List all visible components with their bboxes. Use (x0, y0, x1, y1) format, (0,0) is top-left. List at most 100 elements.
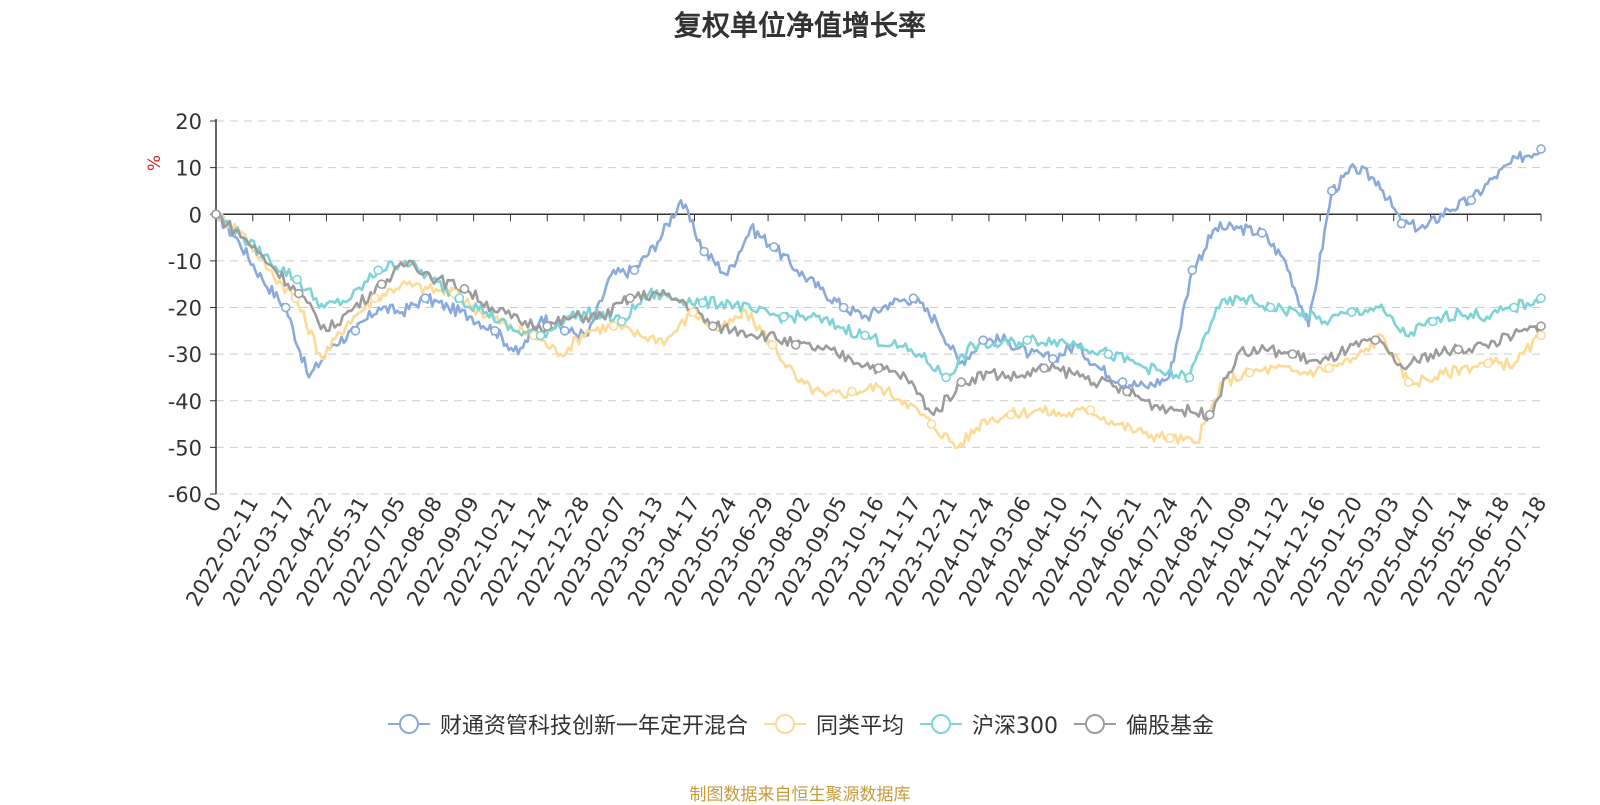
data-point (370, 293, 380, 303)
legend-swatch-fund-icon (387, 714, 430, 734)
data-point (1466, 195, 1477, 206)
data-point (459, 284, 470, 294)
data-point (1048, 353, 1058, 364)
data-point (1022, 335, 1033, 345)
data-point (790, 339, 801, 350)
data-point (1536, 293, 1546, 303)
data-point (376, 279, 387, 289)
data-point (688, 307, 698, 317)
grid-lines (216, 120, 1541, 495)
data-point (1453, 344, 1463, 355)
legend-label-csi300: 沪深300 (972, 714, 1058, 739)
data-point (847, 386, 857, 397)
data-point (1265, 302, 1276, 313)
data-point (1324, 363, 1334, 373)
series-lines (214, 148, 1543, 450)
data-point (708, 321, 718, 331)
data-point (292, 274, 302, 285)
x-tick-label: 0 (199, 493, 226, 517)
legend-swatch-peer-average-icon (763, 714, 806, 734)
data-point (559, 326, 570, 336)
series-line (214, 212, 1542, 450)
data-point (420, 293, 431, 303)
data-point (616, 316, 627, 327)
data-point (373, 265, 384, 276)
data-point (1536, 144, 1546, 154)
data-point (1536, 330, 1546, 341)
data-point (1396, 218, 1407, 229)
data-point (1117, 377, 1128, 387)
data-point (926, 419, 937, 429)
data-point (542, 321, 553, 331)
y-tick-label: -40 (168, 390, 202, 414)
data-point (838, 302, 849, 313)
data-point (608, 321, 619, 331)
data-point (860, 330, 870, 341)
data-source-note: 制图数据来自恒生聚源数据库 (689, 785, 911, 805)
data-point (779, 312, 789, 322)
legend-item-equity-fund[interactable]: 偏股基金 (1072, 708, 1214, 740)
legend-swatch-csi300-icon (920, 714, 962, 734)
data-point (1287, 349, 1298, 359)
data-point (294, 288, 304, 299)
series-line (215, 213, 1543, 422)
data-point (1006, 409, 1016, 420)
legend-label-peer-average: 同类平均 (815, 714, 904, 739)
data-point (1370, 335, 1381, 345)
chart-title: 复权单位净值增长率 (673, 9, 926, 42)
data-point (490, 326, 500, 336)
data-point (699, 246, 709, 257)
data-point (941, 372, 951, 383)
data-point (1122, 386, 1132, 397)
data-point (625, 293, 635, 303)
data-point (1204, 409, 1215, 420)
data-point (1039, 363, 1049, 373)
data-point (535, 330, 546, 341)
data-point (873, 363, 884, 373)
data-point (1326, 186, 1337, 196)
data-point (697, 298, 708, 308)
legend-label-equity-fund: 偏股基金 (1126, 714, 1215, 739)
data-point (767, 339, 778, 350)
data-point (769, 242, 779, 252)
data-point (1536, 321, 1546, 331)
legend-item-peer-average[interactable]: 同类平均 (762, 708, 904, 740)
data-point (1257, 228, 1267, 238)
data-point (280, 302, 291, 313)
data-point (1483, 358, 1493, 369)
data-point (1085, 405, 1096, 415)
data-point (350, 326, 361, 336)
data-point (1103, 349, 1114, 359)
y-tick-label: 0 (189, 203, 202, 227)
legend-swatch-equity-fund-icon (1074, 714, 1116, 734)
series-line (214, 213, 1543, 384)
legend: 财通资管科技创新一年定开混合 同类平均 沪深300 偏股基金 (0, 708, 1600, 740)
data-point (454, 293, 465, 303)
data-point (978, 335, 988, 345)
series-line (215, 148, 1543, 390)
y-tick-label: -20 (168, 297, 202, 321)
line-chart: 20100-10-20-30-40-50-6002022-02-112022-0… (145, 110, 1551, 610)
legend-label-fund: 财通资管科技创新一年定开混合 (439, 714, 748, 739)
data-point (1428, 316, 1438, 327)
legend-item-csi300[interactable]: 沪深300 (918, 708, 1058, 740)
data-point (211, 209, 221, 220)
data-point (956, 377, 967, 387)
y-tick-label: -30 (168, 343, 202, 367)
series-markers (211, 144, 1546, 443)
data-point (1403, 377, 1414, 387)
data-point (1165, 433, 1175, 443)
data-point (1184, 372, 1195, 383)
y-tick-label: -60 (168, 483, 202, 507)
data-point (1509, 302, 1519, 313)
y-tick-label: 20 (175, 110, 202, 134)
y-axis-label: % (145, 155, 165, 171)
legend-item-fund[interactable]: 财通资管科技创新一年定开混合 (386, 708, 748, 740)
y-tick-label: -10 (168, 250, 202, 274)
y-tick-label: -50 (168, 436, 202, 460)
data-point (908, 293, 919, 303)
data-point (1346, 307, 1357, 317)
y-tick-label: 10 (175, 157, 202, 181)
data-point (1187, 265, 1198, 276)
data-point (1244, 367, 1255, 378)
